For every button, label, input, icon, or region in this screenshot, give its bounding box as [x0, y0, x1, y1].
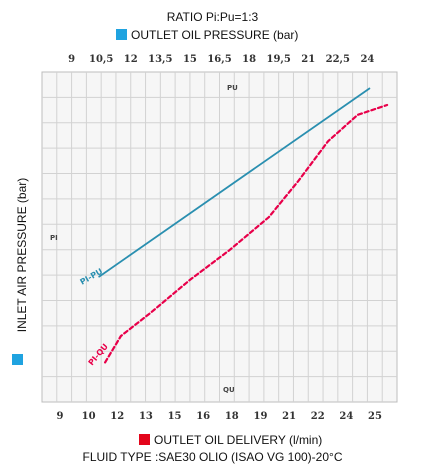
inner-label-pi: PI: [50, 234, 58, 242]
top-tick-label: 16,5: [207, 54, 231, 65]
top-axis-legend-swatch: [116, 29, 127, 40]
top-tick-label: 22,5: [326, 54, 350, 65]
grid: [42, 72, 397, 402]
top-tick-label: 15: [183, 54, 197, 65]
series-group: [98, 87, 389, 364]
series-line-pi-pu: [98, 87, 371, 278]
footer-fluid-type: FLUID TYPE :SAE30 OLIO (ISAO VG 100)-20°…: [82, 450, 343, 464]
inner-label-pu: PU: [227, 84, 238, 92]
top-tick-label: 18: [242, 54, 256, 65]
bottom-tick-label: 19: [253, 411, 267, 422]
bottom-tick-label: 24: [339, 411, 353, 422]
bottom-tick-label: 25: [368, 411, 382, 422]
top-tick-label: 10,5: [89, 54, 113, 65]
bottom-axis-ticks: 9 10 12 13 15 16 18 19 21 22 24 25: [57, 411, 382, 422]
top-tick-label: 12: [124, 54, 138, 65]
series-line-pi-qu: [103, 103, 389, 364]
bottom-axis-legend-swatch: [139, 434, 150, 445]
top-tick-label: 24: [360, 54, 374, 65]
top-axis-ticks: 9 10,5 12 13,5 15 16,5 18 19,5 21 22,5 24: [68, 54, 374, 65]
bottom-tick-label: 15: [168, 411, 182, 422]
top-tick-label: 19,5: [266, 54, 290, 65]
top-axis-legend: OUTLET OIL PRESSURE (bar): [116, 28, 298, 42]
inner-label-qu: QU: [223, 386, 235, 394]
bottom-axis-legend: OUTLET OIL DELIVERY (l/min): [139, 433, 322, 447]
bottom-tick-label: 12: [110, 411, 124, 422]
left-axis-legend-swatch: [12, 354, 23, 365]
top-tick-label: 21: [301, 54, 315, 65]
bottom-tick-label: 18: [225, 411, 239, 422]
top-tick-label: 9: [68, 54, 75, 65]
bottom-tick-label: 10: [82, 411, 96, 422]
bottom-tick-label: 21: [282, 411, 296, 422]
top-tick-label: 13,5: [148, 54, 172, 65]
bottom-axis-legend-label: OUTLET OIL DELIVERY (l/min): [154, 433, 323, 447]
bottom-tick-label: 9: [57, 411, 64, 422]
chart-title: RATIO Pi:Pu=1:3: [166, 10, 259, 24]
bottom-tick-label: 22: [311, 411, 325, 422]
bottom-tick-label: 16: [196, 411, 210, 422]
bottom-tick-label: 13: [139, 411, 153, 422]
top-axis-legend-label: OUTLET OIL PRESSURE (bar): [131, 28, 299, 42]
